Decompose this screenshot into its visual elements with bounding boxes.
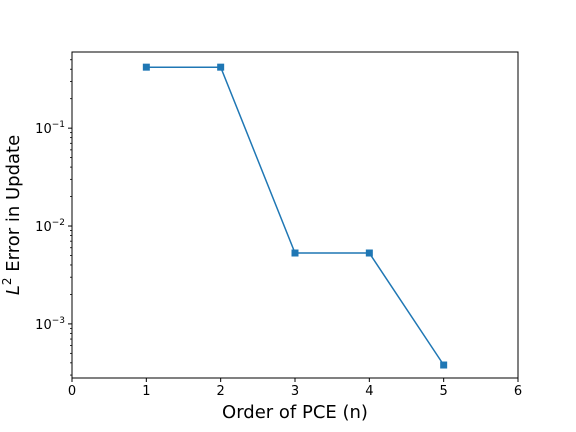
series-line-0 xyxy=(146,66,445,366)
data-point-0-2 xyxy=(291,249,299,257)
x-tick-label-4: 4 xyxy=(365,384,373,399)
x-tick-label-3: 3 xyxy=(291,384,299,399)
x-tick-label-5: 5 xyxy=(440,384,448,399)
axis-ticks: 0 1 2 3 4 5 6 10−1 10−2 10−3 xyxy=(35,120,522,399)
plot-frame xyxy=(71,51,519,379)
x-tick-label-1: 1 xyxy=(142,384,150,399)
data-point-0-0 xyxy=(142,63,150,71)
y-axis-label-text: Error in Update xyxy=(3,135,24,278)
y-axis-label: L2 Error in Update xyxy=(0,135,24,295)
y-tick-label-1: 10−2 xyxy=(35,218,65,235)
x-tick-label-6: 6 xyxy=(514,384,522,399)
data-point-0-4 xyxy=(440,361,448,369)
data-point-0-1 xyxy=(217,63,225,71)
series-layer xyxy=(142,63,448,369)
y-tick-label-2: 10−3 xyxy=(35,316,65,333)
y-tick-label-0: 10−1 xyxy=(35,120,65,137)
y-axis-label-superscript: 2 xyxy=(0,277,14,285)
data-point-0-3 xyxy=(365,249,373,257)
x-axis-label: Order of PCE (n) xyxy=(222,402,368,423)
y-axis-label-base: L xyxy=(3,285,24,295)
x-tick-label-2: 2 xyxy=(217,384,225,399)
x-tick-label-0: 0 xyxy=(68,384,76,399)
